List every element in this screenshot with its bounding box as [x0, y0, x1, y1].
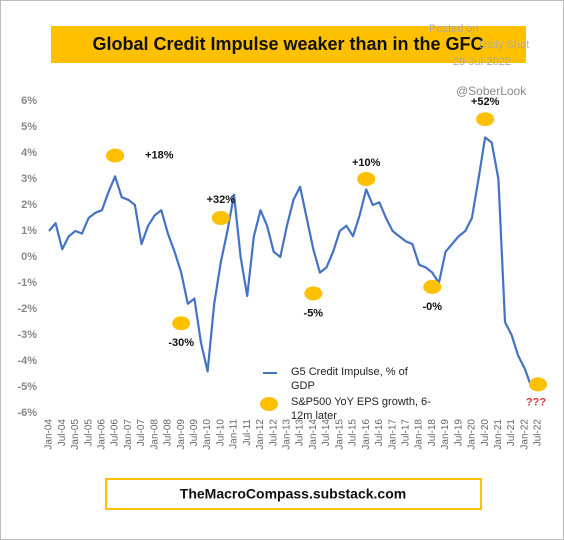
- y-tick-label: 6%: [21, 95, 37, 107]
- x-tick-label: Jan-17: [387, 419, 398, 450]
- footer-box: [105, 478, 482, 510]
- y-tick-label: -3%: [17, 329, 37, 341]
- x-tick-label: Jan-22: [519, 419, 530, 450]
- eps-label: +10%: [352, 157, 381, 169]
- x-tick-label: Jan-11: [229, 419, 240, 449]
- x-tick-label: Jul-19: [453, 419, 464, 447]
- eps-label: -0%: [422, 301, 442, 313]
- eps-marker: [211, 211, 230, 225]
- y-tick-label: 4%: [21, 147, 37, 159]
- eps-label: ???: [526, 396, 546, 408]
- y-tick-label: -5%: [17, 381, 37, 393]
- handle: @SoberLook: [456, 84, 527, 98]
- x-tick-label: Jan-07: [123, 419, 134, 450]
- x-tick-label: Jul-05: [83, 419, 94, 447]
- x-tick-label: Jan-10: [202, 419, 213, 450]
- x-tick-label: Jan-18: [414, 419, 425, 450]
- y-tick-label: 2%: [21, 199, 37, 211]
- y-tick-label: 1%: [21, 225, 37, 237]
- chart-title: Global Credit Impulse weaker than in the…: [92, 34, 483, 54]
- y-tick-label: -2%: [17, 303, 37, 315]
- eps-label: +52%: [471, 96, 500, 108]
- line-series: [48, 136, 533, 388]
- x-tick-label: Jan-12: [255, 419, 266, 450]
- x-tick-label: Jul-17: [400, 419, 411, 447]
- y-tick-label: 3%: [21, 173, 37, 185]
- eps-marker: [529, 377, 547, 392]
- legend-label: G5 Credit Impulse, % of GDP: [291, 366, 408, 392]
- x-tick-label: Jan-14: [308, 419, 319, 450]
- y-tick-label: -1%: [17, 277, 37, 289]
- watermark: Daily Shot: [479, 39, 529, 51]
- x-tick-label: Jul-06: [110, 419, 121, 447]
- x-tick-label: Jan-15: [334, 419, 345, 450]
- x-tick-label: Jan-16: [361, 419, 372, 450]
- x-tick-label: Jul-15: [348, 419, 359, 447]
- eps-label: +32%: [207, 194, 236, 206]
- y-tick-label: -4%: [17, 355, 37, 367]
- y-tick-label: 0%: [21, 251, 37, 263]
- x-tick-label: Jul-13: [295, 419, 306, 447]
- eps-marker: [423, 279, 442, 294]
- x-tick-label: Jul-21: [506, 419, 517, 447]
- eps-label: +18%: [145, 150, 174, 162]
- x-tick-label: Jan-04: [44, 419, 55, 450]
- eps-marker: [357, 172, 376, 186]
- y-tick-label: -6%: [17, 407, 37, 419]
- eps-marker: [172, 316, 191, 331]
- eps-marker: [106, 148, 125, 163]
- x-tick-label: Jul-20: [480, 419, 491, 447]
- x-tick-label: Jan-13: [282, 419, 293, 450]
- x-tick-label: Jul-08: [163, 419, 174, 447]
- x-tick-label: Jul-12: [268, 419, 279, 447]
- x-tick-label: Jul-04: [57, 419, 68, 447]
- footer: TheMacroCompass.substack.com: [180, 486, 406, 502]
- y-tick-label: 5%: [21, 121, 37, 133]
- x-tick-label: Jul-09: [189, 419, 200, 447]
- legend-ellipse: [260, 397, 278, 411]
- legend-label: S&P500 YoY EPS growth, 6-12m later: [291, 396, 431, 422]
- title-box: [51, 26, 526, 63]
- eps-marker: [476, 112, 495, 127]
- eps-label: -5%: [304, 307, 324, 319]
- watermark: Posted on: [429, 23, 479, 35]
- eps-marker: [304, 286, 323, 301]
- x-tick-label: Jul-14: [321, 419, 332, 447]
- x-tick-label: Jan-06: [97, 419, 108, 450]
- x-tick-label: Jul-18: [427, 419, 438, 447]
- watermark: 29-Jul-2022: [453, 56, 511, 68]
- x-tick-label: Jul-11: [242, 419, 253, 446]
- x-tick-label: Jan-05: [70, 419, 81, 450]
- x-tick-label: Jan-08: [149, 419, 160, 450]
- x-tick-label: Jul-10: [215, 419, 226, 447]
- x-tick-label: Jul-22: [533, 419, 544, 447]
- x-tick-label: Jul-07: [136, 419, 147, 447]
- x-tick-label: Jan-19: [440, 419, 451, 450]
- x-tick-label: Jan-20: [467, 419, 478, 450]
- x-tick-label: Jan-21: [493, 419, 504, 450]
- eps-label: -30%: [168, 337, 194, 349]
- x-tick-label: Jul-16: [374, 419, 385, 447]
- x-tick-label: Jan-09: [176, 419, 187, 450]
